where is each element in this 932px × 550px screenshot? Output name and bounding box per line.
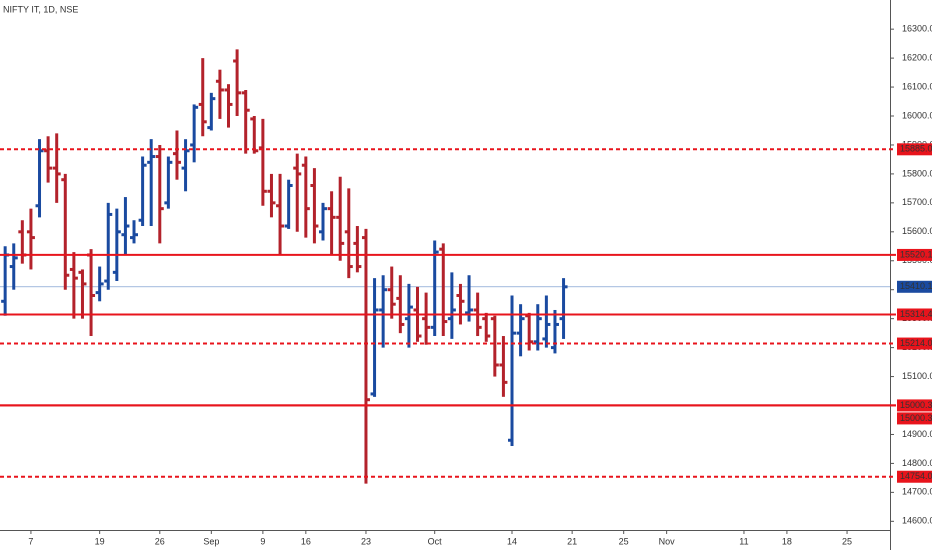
x-tick-label: 26 xyxy=(155,536,165,546)
level-tag xyxy=(897,308,932,321)
y-tick-label: 15700.00 xyxy=(902,197,932,207)
level-label: 15000.33 xyxy=(900,400,932,410)
level-tag xyxy=(897,337,932,350)
last-price-label: 15410.10 xyxy=(900,281,932,291)
x-tick-label: Nov xyxy=(659,536,676,546)
y-tick-label: 14800.00 xyxy=(902,458,932,468)
level-label: 15214.00 xyxy=(900,338,932,348)
x-tick-label: 16 xyxy=(301,536,311,546)
level-tag xyxy=(897,412,932,425)
y-tick-label: 15100.00 xyxy=(902,371,932,381)
y-tick-label: 16100.00 xyxy=(902,81,932,91)
x-tick-label: 21 xyxy=(567,536,577,546)
x-tick-label: 25 xyxy=(842,536,852,546)
x-tick-label: 25 xyxy=(619,536,629,546)
level-label: 15314.40 xyxy=(900,309,932,319)
level-label: 15000.33 xyxy=(900,413,932,423)
level-label: 15885.00 xyxy=(900,144,932,154)
chart-title: NIFTY IT, 1D, NSE xyxy=(3,4,78,14)
y-tick-label: 14900.00 xyxy=(902,429,932,439)
y-tick-label: 15600.00 xyxy=(902,226,932,236)
y-tick-label: 16000.00 xyxy=(902,110,932,120)
y-tick-label: 15800.00 xyxy=(902,168,932,178)
x-tick-label: 23 xyxy=(361,536,371,546)
level-tag xyxy=(897,143,932,156)
y-tick-label: 14600.00 xyxy=(902,516,932,526)
y-tick-label: 14700.00 xyxy=(902,487,932,497)
level-tag xyxy=(897,248,932,261)
level-tag xyxy=(897,470,932,483)
level-label: 14754.00 xyxy=(900,471,932,481)
y-tick-label: 16200.00 xyxy=(902,52,932,62)
x-tick-label: 11 xyxy=(739,536,748,546)
level-label: 15520.13 xyxy=(900,249,932,259)
x-tick-label: 7 xyxy=(28,536,33,546)
x-tick-label: 14 xyxy=(507,536,517,546)
level-tag xyxy=(897,399,932,412)
x-tick-label: Sep xyxy=(203,536,219,546)
x-tick-label: Oct xyxy=(428,536,443,546)
y-tick-label: 16300.00 xyxy=(902,24,932,34)
last-price-tag xyxy=(897,280,932,293)
x-tick-label: 9 xyxy=(260,536,265,546)
x-tick-label: 19 xyxy=(95,536,105,546)
x-tick-label: 18 xyxy=(782,536,792,546)
